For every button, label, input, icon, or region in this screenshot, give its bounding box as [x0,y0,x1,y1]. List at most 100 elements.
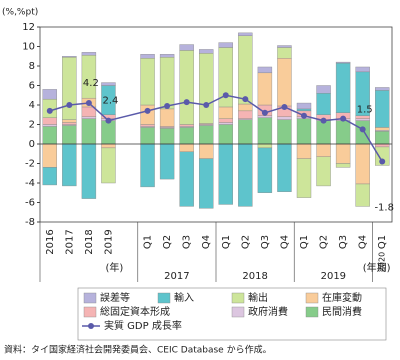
gdp-point [46,107,53,114]
bar-segment [277,116,292,120]
bar-segment [81,55,97,99]
x-tick-label: Q1 [221,235,232,249]
bar-segment [140,127,155,145]
bar-segment [62,143,77,187]
legend-swatch [305,306,319,318]
gdp-point [359,126,366,133]
value-label: -1.8 [374,203,394,214]
gdp-point [379,158,386,165]
bar-segment [199,49,214,54]
legend-swatch [231,292,245,304]
bar-segment [199,143,214,159]
bar-segment [296,102,312,110]
bar-segment [179,50,194,125]
y-tick-label: 8 [29,61,35,72]
bar-segment [42,117,57,125]
bar-segment [101,147,116,184]
gdp-point [66,102,73,108]
bar-segment [355,143,370,185]
bar-segment [81,143,97,199]
bar-segment [218,106,233,119]
bar-segment [238,119,253,145]
gdp-point [183,99,190,106]
bar-segment [316,156,331,187]
gdp-point [320,117,327,124]
gdp-line [49,94,383,162]
bar-segment [101,143,116,149]
x-tick-label: Q2 [240,235,251,249]
y-tick-label: 12 [22,22,35,33]
legend-swatch [83,292,97,304]
gdp-point [340,115,347,122]
bar-segment [277,119,292,145]
bar-segment [277,58,292,107]
x-tick-label: Q3 [182,235,193,249]
bar-segment [101,82,116,86]
y-tick-label: 0 [29,139,35,150]
y-tick-label: -8 [25,217,35,228]
legend-swatch [157,292,171,304]
y-tick-label: -2 [25,159,35,170]
bar-segment [316,93,331,115]
x-tick-label: Q1 [299,235,310,249]
gdp-point [85,100,92,107]
bar-segment [277,45,292,48]
y-tick-label: 6 [29,81,35,92]
legend-label: 民間消費 [322,305,362,318]
bar-segment [62,56,77,58]
x-tick-label: Q2 [162,235,173,249]
x-tick-label: Q3 [338,235,349,249]
bar-segment [62,122,77,125]
bar-segment [179,44,194,51]
bar-segment [257,147,273,193]
legend-label: 在庫変動 [322,291,362,304]
bar-segment [140,54,155,59]
bar-segment [179,127,194,145]
bar-segment [296,158,312,198]
bar-segment [218,143,233,205]
bar-segment [218,118,233,123]
x-tick-label: 2017 [64,229,75,254]
bar-segment [296,143,312,159]
bar-segment [316,85,331,94]
bar-segment [62,125,77,145]
bar-segment [42,126,57,145]
x-group-label: 2018 [242,271,267,282]
bar-segment [42,124,57,127]
gdp-point [144,107,151,114]
bar-segment [62,57,77,120]
gdp-point [301,112,307,119]
x-tick-label: 2018 [84,229,95,254]
y-tick-label: 2 [29,120,35,131]
legend-label: 輸入 [174,291,194,304]
bar-segment [179,151,194,207]
bar-segment [81,118,97,145]
y-tick-label: -6 [25,198,35,209]
x-tick-label: Q4 [279,235,290,249]
bar-segment [42,89,57,100]
bar-segment [238,103,253,112]
bar-segment [238,143,253,207]
bar-segment [218,124,233,145]
bar-segment [296,108,312,112]
x-tick-label: 2016 [45,229,56,254]
legend-swatch [305,292,319,304]
legend-label: 輸出 [248,291,268,304]
bar-segment [375,90,390,128]
bar-segment [335,120,351,145]
bar-segment [81,116,97,119]
bar-segment [375,131,390,145]
bar-segment [62,119,77,123]
gdp-point [164,102,171,109]
legend-marker [88,323,94,329]
bar-segment [257,66,273,74]
value-label: 1.5 [357,104,373,115]
bar-segment [159,54,175,58]
gdp-point [281,103,288,110]
bar-segment [335,163,351,168]
bar-segment [218,122,233,125]
bar-segment [375,127,390,131]
bar-segment [257,115,273,118]
x-tick-label: Q4 [358,235,369,249]
value-label: 4.2 [83,78,99,89]
